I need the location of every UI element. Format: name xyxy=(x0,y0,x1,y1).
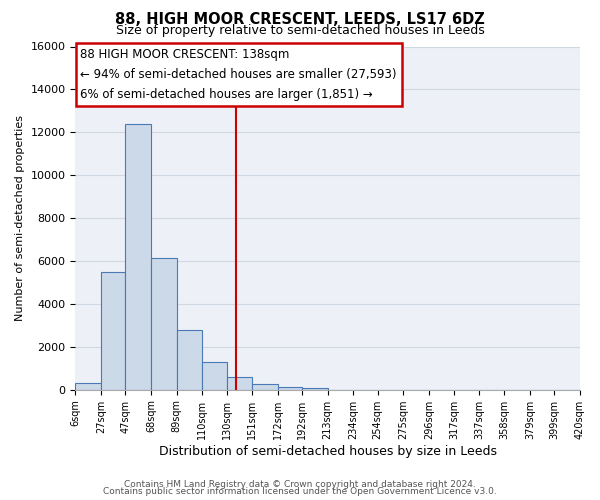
Bar xyxy=(252,384,278,390)
Text: Size of property relative to semi-detached houses in Leeds: Size of property relative to semi-detach… xyxy=(116,24,484,37)
Text: 88 HIGH MOOR CRESCENT: 138sqm
← 94% of semi-detached houses are smaller (27,593): 88 HIGH MOOR CRESCENT: 138sqm ← 94% of s… xyxy=(80,48,397,101)
Bar xyxy=(302,388,328,390)
X-axis label: Distribution of semi-detached houses by size in Leeds: Distribution of semi-detached houses by … xyxy=(159,444,497,458)
Bar xyxy=(278,386,302,390)
Text: 88, HIGH MOOR CRESCENT, LEEDS, LS17 6DZ: 88, HIGH MOOR CRESCENT, LEEDS, LS17 6DZ xyxy=(115,12,485,28)
Bar xyxy=(151,258,176,390)
Bar xyxy=(125,124,151,390)
Bar xyxy=(227,377,252,390)
Y-axis label: Number of semi-detached properties: Number of semi-detached properties xyxy=(15,115,25,321)
Bar xyxy=(176,330,202,390)
Text: Contains HM Land Registry data © Crown copyright and database right 2024.: Contains HM Land Registry data © Crown c… xyxy=(124,480,476,489)
Bar xyxy=(76,384,101,390)
Bar xyxy=(101,272,125,390)
Text: Contains public sector information licensed under the Open Government Licence v3: Contains public sector information licen… xyxy=(103,487,497,496)
Bar xyxy=(202,362,227,390)
